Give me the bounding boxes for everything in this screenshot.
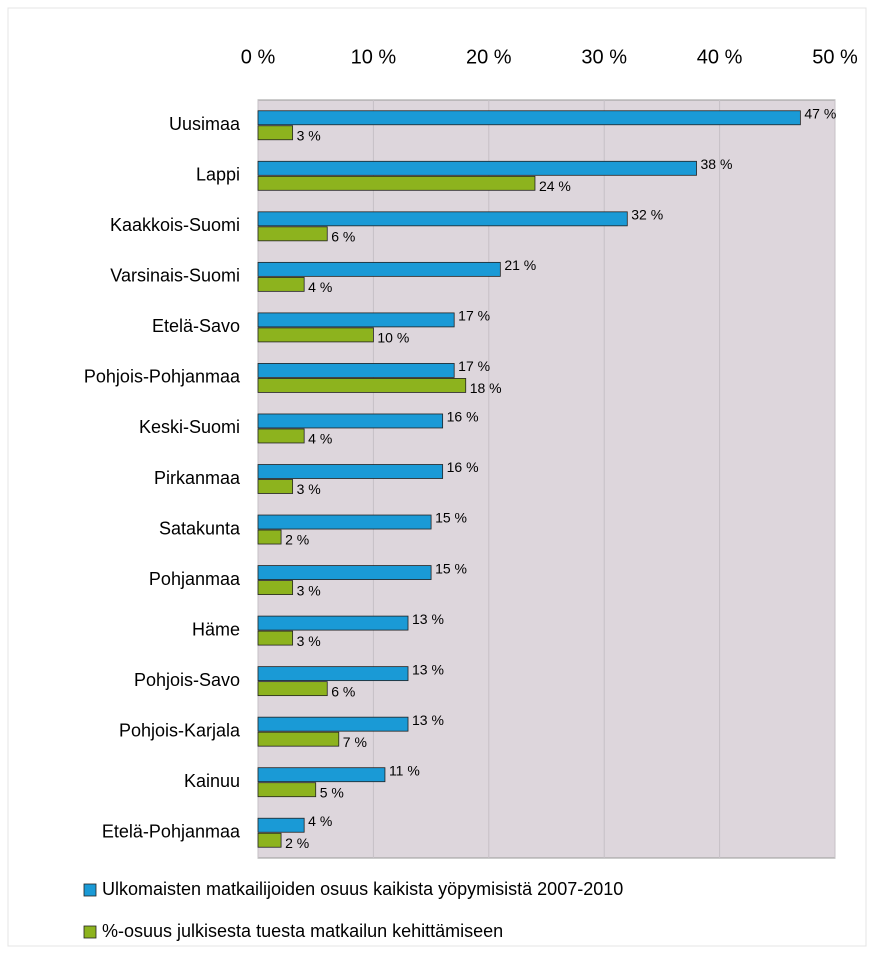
value-label: 3 %: [297, 481, 321, 497]
category-label: Kainuu: [184, 771, 240, 791]
bar: [257, 363, 455, 378]
bar: [257, 413, 444, 429]
value-label: 15 %: [435, 560, 467, 576]
value-label: 3 %: [297, 633, 321, 649]
value-label: 17 %: [458, 358, 490, 374]
bar: [257, 681, 328, 697]
value-label: 5 %: [320, 784, 344, 800]
bar: [257, 125, 294, 141]
bar: [257, 378, 467, 393]
bar: [257, 464, 444, 479]
value-label: 7 %: [343, 734, 367, 750]
value-label: 38 %: [701, 156, 733, 172]
category-label: Pirkanmaa: [154, 468, 241, 488]
legend-label: Ulkomaisten matkailijoiden osuus kaikist…: [102, 879, 623, 899]
bar: [257, 580, 294, 595]
value-label: 15 %: [435, 510, 467, 526]
value-label: 18 %: [470, 380, 502, 396]
bar: [257, 529, 282, 545]
value-label: 13 %: [412, 611, 444, 627]
x-tick-label: 0 %: [241, 46, 276, 68]
x-tick-label: 30 %: [581, 46, 627, 68]
category-label: Pohjois-Karjala: [119, 720, 241, 740]
bar: [257, 175, 536, 191]
category-label: Häme: [192, 619, 240, 639]
value-label: 4 %: [308, 431, 332, 447]
bar: [257, 615, 409, 631]
legend-swatch: [83, 883, 97, 897]
bar: [257, 226, 328, 242]
x-tick-label: 10 %: [351, 46, 397, 68]
category-label: Keski-Suomi: [139, 417, 240, 437]
value-label: 4 %: [308, 279, 332, 295]
value-label: 13 %: [412, 712, 444, 728]
category-label: Pohjois-Savo: [134, 670, 240, 690]
category-label: Uusimaa: [169, 114, 241, 134]
value-label: 3 %: [297, 127, 321, 143]
bar: [257, 817, 305, 833]
value-label: 3 %: [297, 582, 321, 598]
value-label: 47 %: [804, 105, 836, 121]
bar: [257, 565, 432, 580]
frame: [7, 7, 867, 947]
category-label: Pohjois-Pohjanmaa: [84, 367, 241, 387]
bar: [257, 666, 409, 682]
category-label: Satakunta: [159, 518, 241, 538]
value-label: 4 %: [308, 813, 332, 829]
bar: [257, 211, 628, 227]
value-label: 10 %: [377, 330, 409, 346]
bar: [257, 782, 317, 798]
value-label: 32 %: [631, 207, 663, 223]
category-label: Varsinais-Suomi: [110, 266, 240, 286]
bar: [257, 514, 432, 530]
legend-swatch: [83, 925, 97, 939]
value-label: 2 %: [285, 835, 309, 851]
bar: [257, 767, 386, 783]
value-label: 6 %: [331, 229, 355, 245]
category-label: Lappi: [196, 165, 240, 185]
category-label: Etelä-Pohjanmaa: [102, 821, 241, 841]
value-label: 17 %: [458, 308, 490, 324]
bar: [257, 716, 409, 732]
value-label: 16 %: [447, 409, 479, 425]
category-label: Kaakkois-Suomi: [110, 215, 240, 235]
value-label: 16 %: [447, 459, 479, 475]
value-label: 11 %: [389, 762, 420, 778]
bar: [257, 261, 501, 277]
bar: [257, 479, 294, 494]
legend-label: %-osuus julkisesta tuesta matkailun kehi…: [102, 921, 503, 941]
bar: [257, 428, 305, 444]
value-label: 13 %: [412, 661, 444, 677]
plot-area: [257, 99, 836, 859]
bar: [257, 832, 282, 848]
x-tick-label: 20 %: [466, 46, 512, 68]
category-label: Pohjanmaa: [149, 569, 241, 589]
value-label: 24 %: [539, 178, 571, 194]
bar: [257, 110, 801, 126]
bar: [257, 630, 294, 646]
x-tick-label: 50 %: [812, 46, 858, 68]
x-tick-label: 40 %: [697, 46, 743, 68]
value-label: 6 %: [331, 683, 355, 699]
bar: [257, 327, 374, 343]
value-label: 2 %: [285, 532, 309, 548]
bar: [257, 312, 455, 328]
category-label: Etelä-Savo: [152, 316, 240, 336]
value-label: 21 %: [504, 257, 536, 273]
bar: [257, 160, 697, 176]
bar: [257, 276, 305, 292]
bar: [257, 731, 340, 747]
